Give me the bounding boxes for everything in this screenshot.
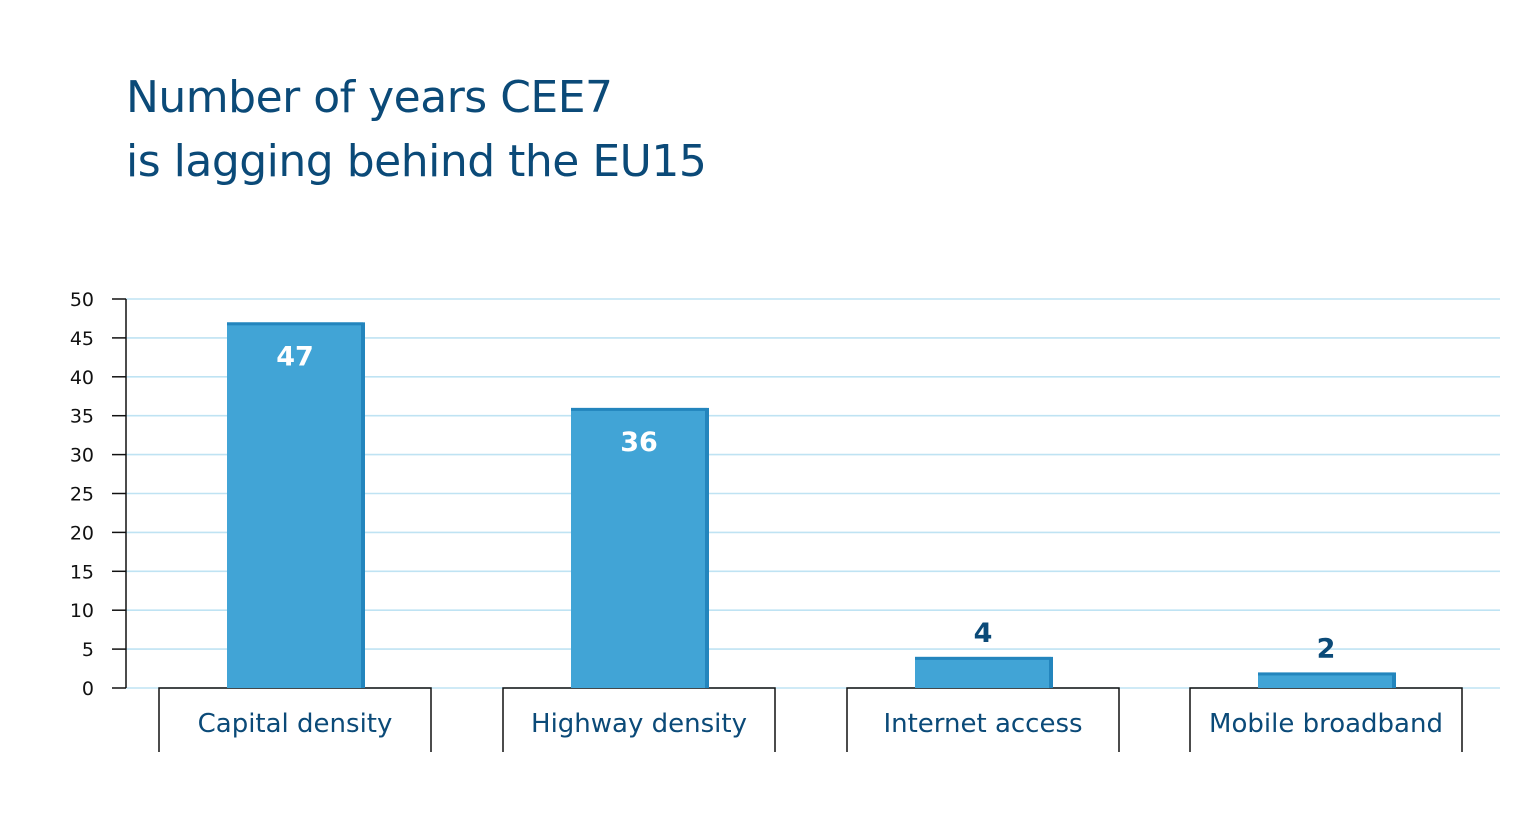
bar-top-edge [571,407,709,411]
chart-title-line-2: is lagging behind the EU15 [126,136,707,187]
y-tick-label: 5 [82,639,94,661]
data-label: 2 [1317,633,1336,664]
bar [571,407,707,688]
data-label: 36 [620,427,658,458]
bar-top-edge [227,322,365,326]
y-tick-label: 40 [70,367,94,389]
y-tick-label: 45 [70,328,94,350]
chart-title-line-1: Number of years CEE7 [126,72,613,123]
bar [1258,672,1394,688]
y-tick-label: 35 [70,406,94,428]
data-label: 4 [974,618,993,649]
data-label: 47 [276,341,314,372]
y-tick-label: 25 [70,484,94,506]
y-tick-label: 20 [70,522,94,544]
y-tick-label: 15 [70,561,94,583]
x-category-label: Capital density [198,709,393,739]
x-category-label: Mobile broadband [1209,709,1443,739]
y-tick-label: 30 [70,445,94,467]
bar [915,656,1051,688]
bar-top-edge [915,656,1053,660]
bar-edge [361,324,365,688]
bar-top-edge [1258,672,1396,676]
bar-edge [1049,658,1053,688]
y-tick-label: 50 [70,289,94,311]
y-tick-label: 10 [70,600,94,622]
bar-edge [1392,674,1396,688]
bar-edge [705,409,709,688]
x-category-label: Internet access [883,709,1082,739]
bar [227,322,363,688]
x-category-label: Highway density [531,709,747,739]
y-tick-label: 0 [82,678,94,700]
chart-title: Number of years CEE7 is lagging behind t… [126,66,707,194]
